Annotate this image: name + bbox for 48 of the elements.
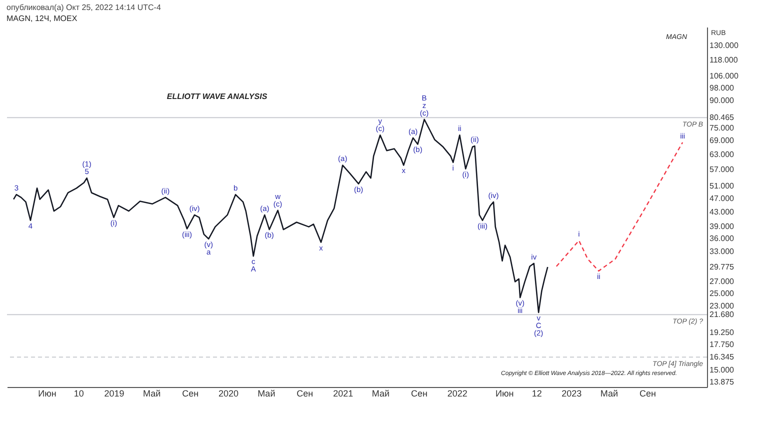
y-tick-label: 47.000 (710, 194, 735, 203)
y-tick-label: 39.000 (710, 222, 735, 231)
y-tick-label: 118.000 (710, 56, 738, 65)
y-tick-label: 51.000 (710, 182, 735, 191)
y-tick-label: 43.000 (710, 207, 735, 216)
y-tick-label: 36.000 (710, 234, 735, 243)
x-tick-label: Июн (496, 388, 514, 398)
y-tick-label: 21.680 (710, 310, 735, 320)
y-tick-label: 23.000 (710, 301, 735, 310)
line-series (12, 118, 548, 314)
chart-subtitle: MAGN, 12Ч, MOEX (6, 14, 78, 23)
y-tick-label: 13.875 (710, 377, 735, 386)
x-tick-label: 2022 (447, 388, 468, 398)
y-tick-label: 19.250 (710, 328, 735, 338)
line-series (556, 142, 684, 272)
x-tick-label: 2019 (104, 388, 124, 398)
x-tick-label: Май (143, 388, 161, 398)
y-tick-label: 29.775 (710, 262, 735, 272)
x-tick-label: 2023 (562, 388, 582, 398)
x-tick-label: 2020 (218, 388, 239, 398)
y-tick-label: 69.000 (710, 136, 735, 146)
y-tick-label: 80.465 (710, 113, 735, 122)
y-tick-label: 130.000 (710, 40, 739, 50)
y-tick-label: 90.000 (710, 96, 735, 106)
x-tick-label: 12 (532, 388, 542, 398)
y-tick-label: 75.000 (710, 124, 735, 133)
y-tick-label: 15.000 (710, 366, 735, 375)
x-tick-label: Май (258, 388, 276, 398)
x-tick-label: Сен (182, 388, 199, 398)
y-tick-label: 63.000 (710, 150, 735, 159)
x-tick-label: Июн (38, 388, 56, 398)
x-tick-label: Май (372, 388, 390, 398)
y-tick-label: 106.000 (710, 72, 739, 81)
y-tick-label: 16.345 (710, 352, 735, 362)
x-tick-label: Сен (296, 388, 314, 398)
annotation: ELLIOTT WAVE ANALYSIS (166, 92, 268, 101)
x-tick-label: Сен (639, 388, 656, 398)
chart-title: опубликовал(а) Окт 25, 2022 14:14 UTC-4 (6, 3, 162, 12)
y-tick-label: 33.000 (710, 247, 735, 256)
y-tick-label: 57.000 (710, 164, 735, 174)
x-tick-label: Сен (410, 388, 428, 398)
y-tick-label: 17.750 (710, 340, 735, 350)
y-tick-label: 27.000 (710, 277, 735, 286)
y-tick-label: 98.000 (710, 83, 735, 92)
x-tick-label: 2021 (333, 388, 354, 398)
x-tick-label: Май (600, 388, 618, 398)
y-tick-label: 25.000 (710, 288, 735, 298)
x-tick-label: 10 (74, 388, 84, 398)
